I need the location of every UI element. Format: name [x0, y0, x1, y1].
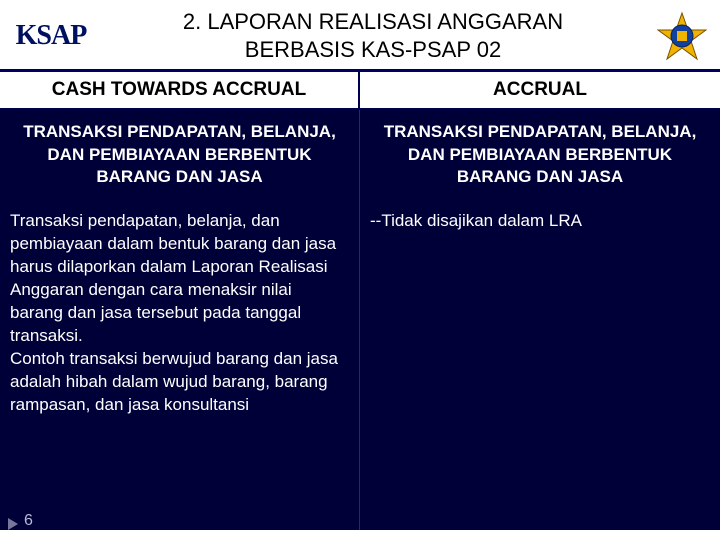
title-line-2: BERBASIS KAS-PSAP 02 [245, 37, 501, 62]
sub-header-row: TRANSAKSI PENDAPATAN, BELANJA, DAN PEMBI… [0, 110, 720, 200]
sub-header-right: TRANSAKSI PENDAPATAN, BELANJA, DAN PEMBI… [360, 110, 720, 200]
page-number: 6 [24, 512, 33, 530]
slide-header: KSAP 2. LAPORAN REALISASI ANGGARAN BERBA… [0, 0, 720, 72]
sub-header-left: TRANSAKSI PENDAPATAN, BELANJA, DAN PEMBI… [0, 110, 360, 200]
body-left: Transaksi pendapatan, belanja, dan pembi… [0, 200, 360, 530]
body-row: Transaksi pendapatan, belanja, dan pembi… [0, 200, 720, 530]
ministry-logo-icon [652, 6, 712, 66]
column-header-row: CASH TOWARDS ACCRUAL ACCRUAL [0, 72, 720, 110]
slide: KSAP 2. LAPORAN REALISASI ANGGARAN BERBA… [0, 0, 720, 540]
nav-arrow-icon [8, 518, 18, 530]
ksap-logo: KSAP [8, 9, 94, 63]
col-header-left: CASH TOWARDS ACCRUAL [0, 72, 360, 110]
body-right: --Tidak disajikan dalam LRA [360, 200, 720, 530]
slide-title: 2. LAPORAN REALISASI ANGGARAN BERBASIS K… [100, 6, 646, 65]
col-header-right: ACCRUAL [360, 72, 720, 110]
title-line-1: 2. LAPORAN REALISASI ANGGARAN [183, 9, 563, 34]
